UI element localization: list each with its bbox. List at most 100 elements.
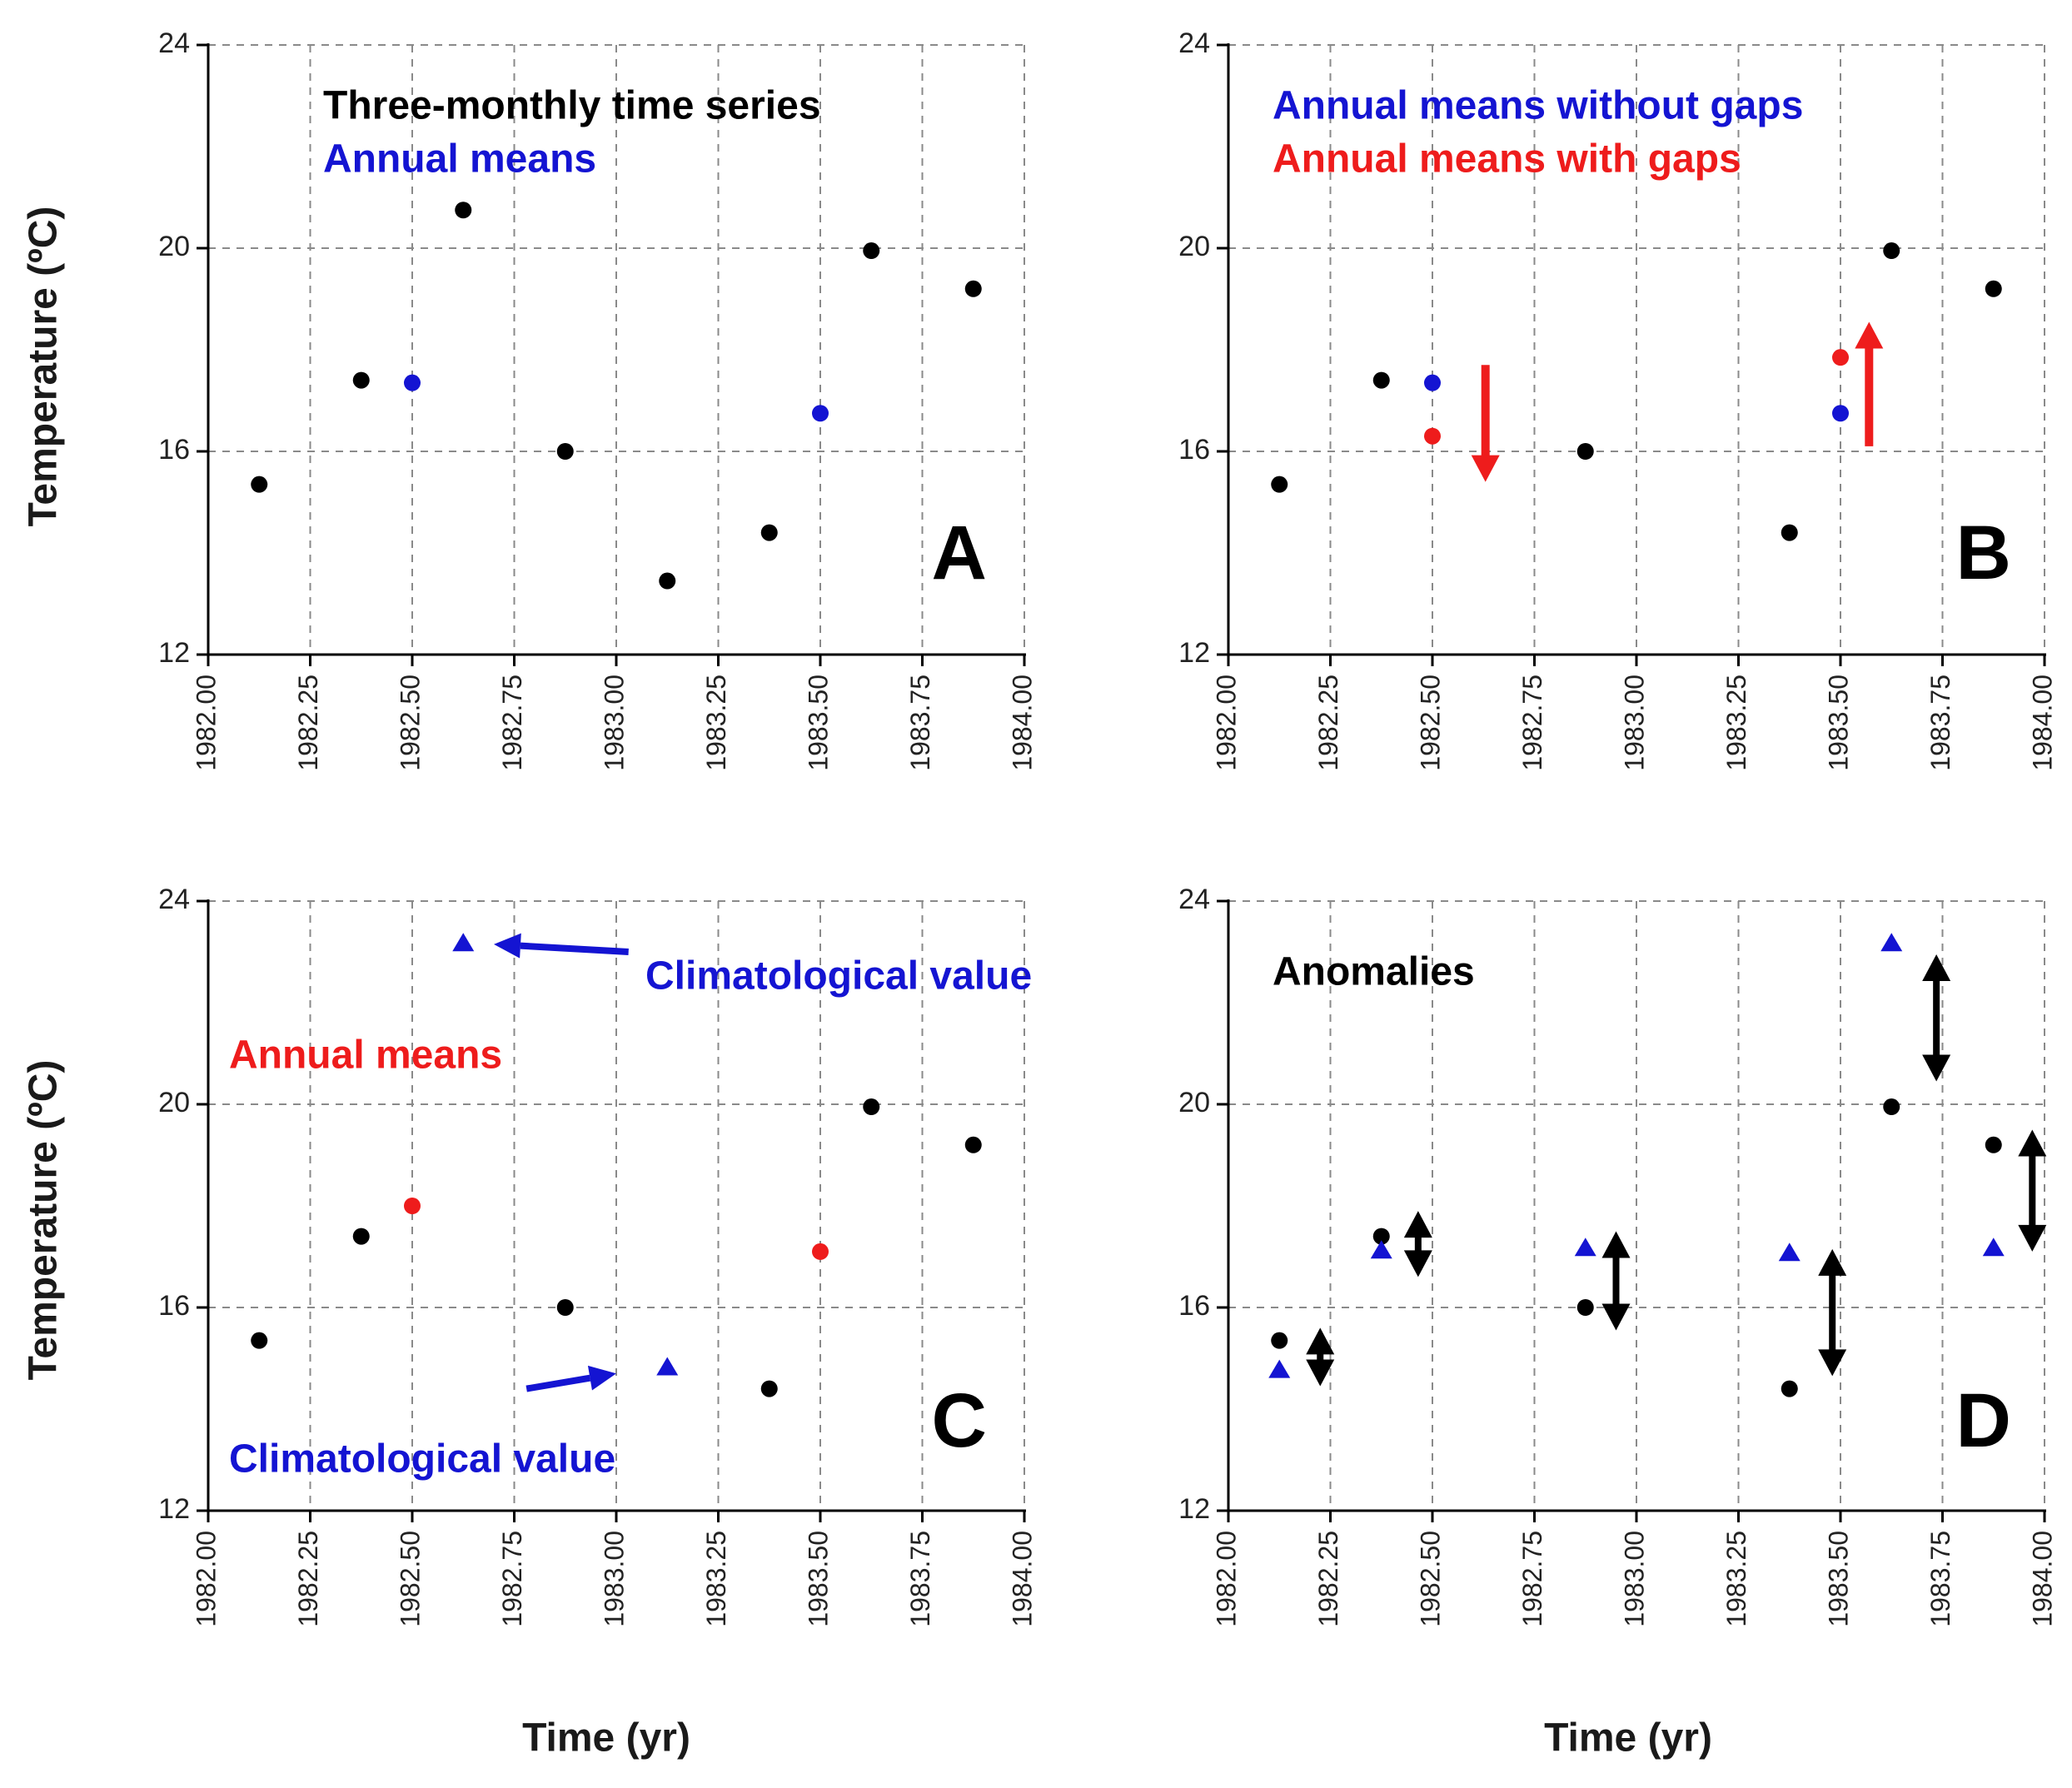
data-point (1576, 443, 1594, 460)
x-tick-label: 1983.75 (905, 1531, 935, 1627)
y-tick-label: 24 (1178, 27, 1210, 59)
data-point (1576, 1299, 1594, 1316)
x-tick-label: 1982.75 (1517, 675, 1547, 771)
legend-text: Annual means with gaps (1273, 137, 1741, 182)
climatological-triangle-point (1880, 933, 1903, 952)
x-axis-title-right: Time (yr) (1544, 1716, 1712, 1761)
data-point (352, 1228, 370, 1245)
y-tick-label: 12 (158, 637, 190, 669)
x-tick-label: 1982.25 (293, 1531, 323, 1627)
x-tick-label: 1984.00 (1007, 1531, 1037, 1627)
y-tick-label: 24 (158, 27, 190, 59)
x-tick-label: 1983.50 (803, 675, 833, 771)
x-tick-label: 1982.25 (1313, 1531, 1343, 1627)
x-tick-label: 1982.50 (1415, 1531, 1445, 1627)
data-point (251, 476, 268, 493)
legend-text: Annual means (229, 1033, 502, 1078)
anomaly-double-arrow-head (1306, 1327, 1335, 1355)
anomaly-double-arrow-head (1922, 1054, 1951, 1082)
data-point (1985, 1136, 2002, 1153)
data-point (812, 405, 829, 422)
x-tick-label: 1983.75 (1925, 1531, 1955, 1627)
y-tick-label: 12 (158, 1493, 190, 1525)
x-tick-label: 1982.25 (293, 675, 323, 771)
data-point (1985, 280, 2002, 297)
y-tick-label: 12 (1178, 1493, 1210, 1525)
anomaly-double-arrow-head (1306, 1359, 1335, 1387)
x-tick-label: 1983.50 (803, 1531, 833, 1627)
annotation-arrow-head (587, 1365, 616, 1391)
data-point (1832, 349, 1849, 366)
data-point (352, 371, 370, 389)
data-point (760, 524, 778, 541)
gap-bias-arrow-head (1471, 455, 1500, 482)
data-point (1883, 242, 1900, 260)
annotation-label: Climatological value (645, 954, 1032, 999)
data-point (556, 1299, 574, 1316)
y-tick-label: 20 (158, 231, 190, 262)
annotation-arrow-shaft (520, 942, 629, 955)
anomaly-double-arrow-head (2018, 1129, 2047, 1157)
y-tick-label: 16 (1178, 434, 1210, 466)
data-point (863, 1098, 880, 1116)
y-tick-label: 16 (158, 1290, 190, 1322)
x-tick-label: 1982.25 (1313, 675, 1343, 771)
data-point (1424, 374, 1441, 391)
legend-text: Three-monthly time series (323, 84, 821, 128)
y-tick-label: 24 (158, 884, 190, 915)
y-tick-label: 12 (1178, 637, 1210, 669)
climatological-triangle-point (1982, 1238, 2005, 1257)
y-axis-title-top: Temperature (ºC) (22, 207, 66, 527)
x-tick-label: 1982.75 (497, 1531, 527, 1627)
anomaly-double-arrow-head (1601, 1231, 1631, 1258)
panel-a: 1982.00 1982.25 1982.50 1982.75 1983.00 1983.… (158, 27, 1037, 771)
anomaly-double-arrow-head (1818, 1349, 1847, 1377)
y-tick-label: 20 (158, 1087, 190, 1118)
x-tick-label: 1982.00 (1211, 675, 1241, 771)
y-tick-label: 20 (1178, 231, 1210, 262)
data-point (1781, 524, 1798, 541)
data-point (812, 1243, 829, 1260)
panel-c: 1982.00 1982.25 1982.50 1982.75 1983.00 1983.… (158, 884, 1037, 1627)
annotation-label: Climatological value (229, 1437, 615, 1482)
data-point (1883, 1098, 1900, 1116)
y-tick-label: 16 (158, 434, 190, 466)
x-tick-label: 1983.00 (599, 675, 629, 771)
data-point (1832, 405, 1849, 422)
x-tick-label: 1983.00 (1619, 1531, 1649, 1627)
panel-b: 1982.00 1982.25 1982.50 1982.75 1983.00 1983.… (1178, 27, 2057, 771)
x-tick-label: 1984.00 (2027, 675, 2057, 771)
data-point (659, 572, 676, 590)
legend-text: Annual means without gaps (1273, 84, 1803, 128)
y-tick-label: 16 (1178, 1290, 1210, 1322)
annotation-arrow-head (494, 933, 521, 959)
panel-letter: D (1956, 1378, 2011, 1463)
annotation-arrow-shaft (525, 1374, 591, 1392)
data-point (455, 202, 472, 219)
y-axis-title-bottom: Temperature (ºC) (22, 1060, 66, 1381)
x-tick-label: 1983.75 (1925, 675, 1955, 771)
anomaly-double-arrow-head (1818, 1248, 1847, 1276)
data-point (964, 1136, 982, 1153)
x-tick-label: 1983.25 (1721, 675, 1751, 771)
data-point (251, 1332, 268, 1349)
x-tick-label: 1982.75 (1517, 1531, 1547, 1627)
data-point (863, 242, 880, 260)
climatological-triangle-point (656, 1357, 679, 1376)
anomaly-double-arrow-head (1403, 1250, 1432, 1277)
legend-text: Anomalies (1273, 950, 1475, 994)
x-tick-label: 1982.00 (191, 1531, 221, 1627)
data-point (404, 1198, 421, 1214)
x-tick-label: 1983.75 (905, 675, 935, 771)
data-point (404, 374, 421, 391)
climatological-triangle-point (1574, 1238, 1596, 1257)
climatological-triangle-point (452, 933, 475, 952)
data-point (1372, 371, 1390, 389)
data-point (556, 443, 574, 460)
data-point (964, 280, 982, 297)
anomaly-double-arrow-head (1403, 1211, 1432, 1238)
x-tick-label: 1983.25 (701, 1531, 731, 1627)
legend-text: Annual means (323, 137, 596, 182)
anomaly-double-arrow-head (1922, 954, 1951, 982)
y-tick-label: 24 (1178, 884, 1210, 915)
